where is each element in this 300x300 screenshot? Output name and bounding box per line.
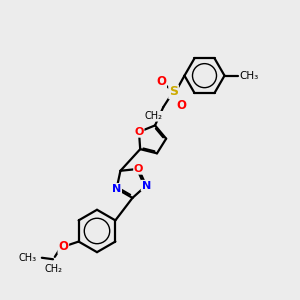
Text: O: O — [177, 99, 187, 112]
Text: CH₃: CH₃ — [239, 70, 259, 81]
Text: CH₃: CH₃ — [19, 253, 37, 263]
Text: CH₂: CH₂ — [145, 111, 163, 121]
Text: N: N — [142, 181, 151, 190]
Text: O: O — [58, 240, 68, 254]
Text: S: S — [169, 85, 178, 98]
Text: CH₂: CH₂ — [44, 264, 62, 274]
Text: O: O — [134, 127, 144, 137]
Text: O: O — [134, 164, 143, 174]
Text: N: N — [112, 184, 121, 194]
Text: O: O — [156, 75, 166, 88]
